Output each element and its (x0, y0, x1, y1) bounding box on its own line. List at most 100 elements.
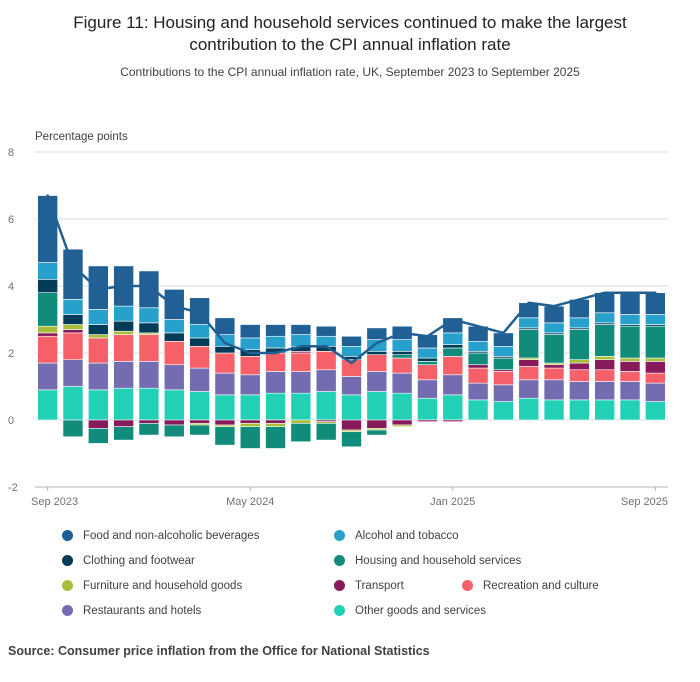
bar-segment-transport (37, 332, 58, 337)
legend-item-transport[interactable]: Transport (334, 580, 404, 592)
x-tick-label: May 2024 (226, 496, 274, 508)
bar-segment-restaurants-and-hotels (138, 360, 160, 389)
bar-segment-restaurants-and-hotels (391, 372, 413, 394)
bar-segment-housing-and-household-services (341, 431, 362, 447)
source-text: Source: Consumer price inflation from th… (8, 643, 430, 658)
legend-swatch-alcohol-and-tobacco (334, 530, 345, 542)
bar-segment-housing-and-household-services (594, 324, 616, 357)
bar-segment-recreation-and-culture (163, 340, 185, 365)
bar-segment-other-goods-and-services (37, 389, 58, 421)
bar-segment-transport (163, 419, 185, 426)
bar-segment-restaurants-and-hotels (265, 371, 286, 394)
legend-row: Restaurants and hotels Other goods and se… (0, 603, 700, 628)
bar-segment-food-and-non-alcoholic-beverages (163, 288, 185, 320)
bar-segment-other-goods-and-services (391, 392, 413, 421)
bar-segment-recreation-and-culture (391, 357, 413, 374)
bar-segment-other-goods-and-services (341, 394, 362, 421)
bar-segment-clothing-and-footwear (138, 322, 160, 334)
chart-title: Figure 11: Housing and household service… (73, 13, 627, 55)
bar-segment-furniture-and-household-goods (391, 424, 413, 427)
bar-segment-alcohol-and-tobacco (493, 345, 514, 357)
bar-segment-food-and-non-alcoholic-beverages (290, 324, 312, 335)
bar-segment-restaurants-and-hotels (239, 374, 261, 396)
y-tick-label: 6 (8, 214, 14, 226)
bar-segment-other-goods-and-services (265, 392, 286, 421)
legend-item-alcohol-and-tobacco[interactable]: Alcohol and tobacco (334, 530, 459, 542)
bar-segment-housing-and-household-services (214, 426, 236, 446)
bar-segment-other-goods-and-services (366, 391, 388, 421)
legend-item-restaurants-and-hotels[interactable]: Restaurants and hotels (62, 605, 201, 617)
bar-segment-alcohol-and-tobacco (391, 339, 413, 352)
x-tick-label: Sep 2025 (621, 496, 668, 508)
bar-segment-restaurants-and-hotels (518, 379, 540, 399)
bar-segment-housing-and-household-services (493, 357, 514, 370)
bar-segment-transport (619, 360, 641, 372)
legend-item-other-goods-and-services[interactable]: Other goods and services (334, 605, 486, 617)
bar-segment-restaurants-and-hotels (594, 381, 616, 401)
bar-segment-housing-and-household-services (619, 325, 641, 359)
bar-segment-transport (88, 419, 109, 429)
bar-segment-food-and-non-alcoholic-beverages (239, 324, 261, 339)
bar-segment-housing-and-household-services (442, 347, 464, 357)
bar-segment-other-goods-and-services (214, 394, 236, 421)
bar-segment-housing-and-household-services (138, 422, 160, 436)
bar-segment-housing-and-household-services (265, 426, 286, 449)
bar-segment-food-and-non-alcoholic-beverages (543, 305, 565, 324)
bar-segment-transport (467, 364, 489, 369)
bar-segment-other-goods-and-services (467, 399, 489, 421)
bar-segment-restaurants-and-hotels (417, 379, 438, 399)
bar-segment-clothing-and-footwear (163, 332, 185, 342)
stacked-bar-chart: 8 6 4 2 0 -2 Sep 2023 May 2024 Jan 2025 Sep 2025 (8, 147, 668, 508)
bar-segment-recreation-and-culture (189, 345, 210, 369)
bar-segment-alcohol-and-tobacco (239, 337, 261, 350)
bar-segment-alcohol-and-tobacco (467, 340, 489, 352)
legend-item-food-and-non-alcoholic-beverages[interactable]: Food and non-alcoholic beverages (62, 530, 259, 542)
bar-segment-furniture-and-household-goods (594, 355, 616, 360)
legend-label: Other goods and services (355, 604, 487, 617)
bar-segment-food-and-non-alcoholic-beverages (62, 248, 84, 300)
legend-label: Furniture and household goods (83, 579, 243, 592)
bar-segment-recreation-and-culture (214, 352, 236, 374)
bar-segment-food-and-non-alcoholic-beverages (493, 332, 514, 347)
y-axis-label: Percentage points (35, 130, 128, 143)
legend-item-clothing-and-footwear[interactable]: Clothing and footwear (62, 555, 195, 567)
legend-label: Food and non-alcoholic beverages (83, 529, 260, 542)
legend-label: Restaurants and hotels (83, 604, 202, 617)
bar-segment-restaurants-and-hotels (214, 372, 236, 396)
bar-segment-housing-and-household-services (189, 424, 210, 436)
bar-segment-clothing-and-footwear (62, 314, 84, 325)
bar-segment-clothing-and-footwear (214, 345, 236, 354)
bar-segment-other-goods-and-services (518, 397, 540, 421)
legend-item-housing-and-household-services[interactable]: Housing and household services (334, 555, 521, 567)
bar-segment-transport (341, 419, 362, 431)
bar-segment-recreation-and-culture (265, 352, 286, 372)
bar-segment-alcohol-and-tobacco (265, 335, 286, 349)
bar-segment-restaurants-and-hotels (645, 382, 666, 402)
bar-segment-other-goods-and-services (645, 401, 666, 421)
bar-segment-recreation-and-culture (645, 372, 666, 384)
legend-item-recreation-and-culture[interactable]: Recreation and culture (462, 580, 599, 592)
legend-item-furniture-and-household-goods[interactable]: Furniture and household goods (62, 580, 242, 592)
chart-legend: Food and non-alcoholic beverages Alcohol … (0, 528, 700, 628)
bar-segment-recreation-and-culture (417, 364, 438, 380)
bar-segment-restaurants-and-hotels (543, 379, 565, 401)
bar-segment-housing-and-household-services (113, 426, 134, 441)
legend-swatch-furniture-and-household-goods (62, 580, 73, 592)
bar-segment-recreation-and-culture (569, 369, 590, 382)
bar-segment-alcohol-and-tobacco (315, 335, 337, 347)
legend-swatch-recreation-and-culture (462, 580, 473, 592)
legend-swatch-restaurants-and-hotels (62, 605, 73, 617)
bar-segment-alcohol-and-tobacco (594, 312, 616, 324)
bar-segment-food-and-non-alcoholic-beverages (341, 335, 362, 347)
bar-segment-housing-and-household-services (417, 360, 438, 365)
bar-segment-alcohol-and-tobacco (37, 262, 58, 280)
chart-subtitle: Contributions to the CPI annual inflatio… (120, 64, 580, 79)
bar-segment-furniture-and-household-goods (37, 325, 58, 334)
legend-label: Recreation and culture (483, 579, 599, 592)
bar-segment-alcohol-and-tobacco (290, 334, 312, 347)
bar-segment-recreation-and-culture (366, 354, 388, 372)
bar-segment-restaurants-and-hotels (619, 381, 641, 401)
bar-segment-other-goods-and-services (493, 401, 514, 421)
bar-segment-furniture-and-household-goods (569, 359, 590, 364)
